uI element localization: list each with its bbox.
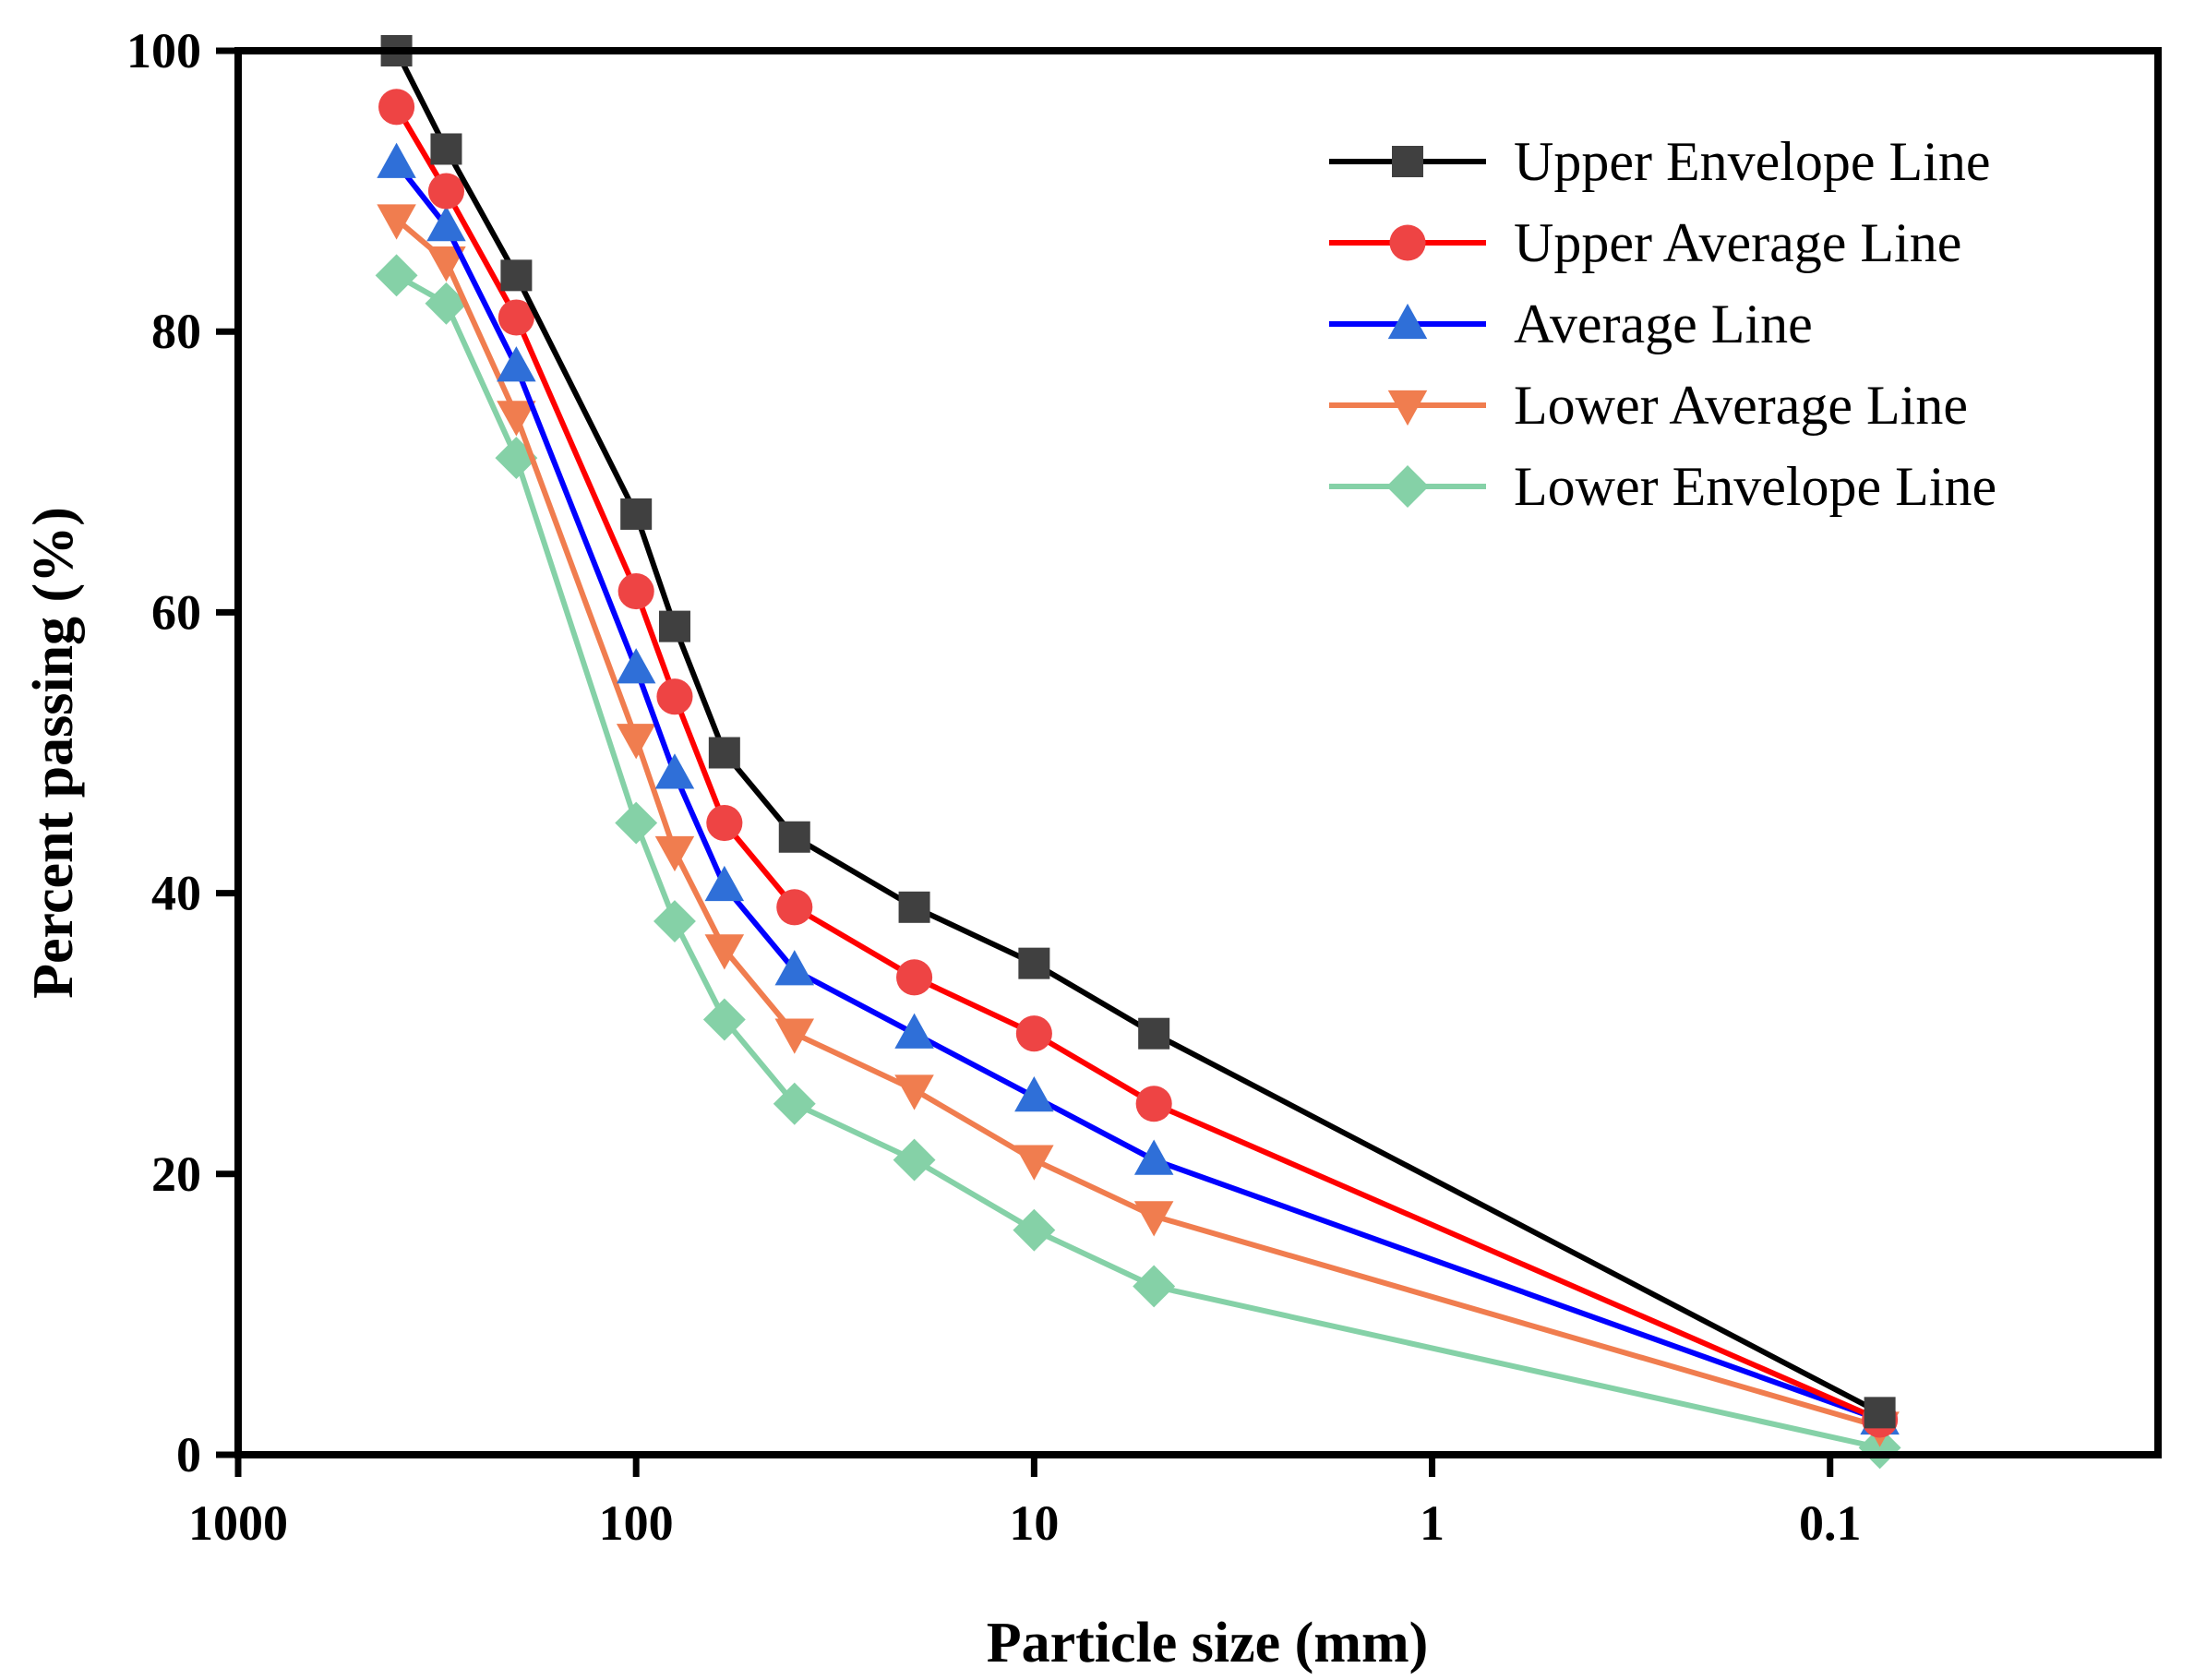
data-point <box>1014 1145 1054 1181</box>
data-point <box>774 1018 815 1054</box>
data-point <box>378 89 415 126</box>
data-point <box>427 173 465 210</box>
x-tick-label: 0.1 <box>1799 1495 1862 1551</box>
data-point <box>620 498 653 530</box>
x-tick-label: 100 <box>599 1495 674 1551</box>
legend-item: Upper Average Line <box>1329 212 1961 273</box>
data-point <box>1013 1208 1056 1252</box>
data-point <box>898 891 930 923</box>
data-point <box>500 259 533 292</box>
data-point <box>1864 1397 1896 1429</box>
legend-marker <box>1389 224 1426 261</box>
y-tick-label: 40 <box>151 866 201 921</box>
y-axis-title: Percent passing (%) <box>22 507 85 999</box>
data-point <box>497 401 536 437</box>
data-point <box>1135 1086 1172 1122</box>
data-point <box>704 865 745 902</box>
data-point <box>653 900 696 942</box>
legend-item: Upper Envelope Line <box>1329 131 1990 192</box>
x-axis-title: Particle size (mm) <box>987 1612 1429 1674</box>
data-point <box>430 133 462 165</box>
data-point <box>658 610 690 642</box>
data-point <box>776 889 813 926</box>
x-tick-label: 10 <box>1009 1495 1059 1551</box>
legend-marker <box>1392 146 1423 177</box>
legend-item: Average Line <box>1329 294 1813 354</box>
legend-label: Upper Average Line <box>1514 212 1961 273</box>
y-tick-label: 80 <box>151 304 201 359</box>
legend-label: Average Line <box>1514 294 1813 354</box>
axis-layer: 1000 100 10 1 0.1 0 20 40 60 80 100 <box>126 23 1861 1551</box>
data-point <box>426 246 466 282</box>
data-point <box>616 724 656 760</box>
data-point <box>1018 947 1050 979</box>
data-point <box>1133 1139 1174 1175</box>
legend: Upper Envelope Line Upper Average Line Ave… <box>1329 131 1996 517</box>
data-point <box>497 346 536 382</box>
data-point <box>778 821 810 853</box>
plot-frame <box>234 47 2162 1458</box>
data-point <box>702 998 746 1041</box>
data-point <box>894 1013 934 1049</box>
data-point <box>425 282 468 325</box>
data-point <box>1133 1201 1174 1237</box>
data-point <box>656 678 693 715</box>
data-point <box>704 934 745 970</box>
x-tick-label: 1000 <box>188 1495 288 1551</box>
data-point <box>377 204 416 240</box>
series-average-line <box>377 142 1900 1435</box>
legend-marker <box>1387 303 1428 340</box>
data-point <box>708 737 740 769</box>
data-point <box>375 254 418 297</box>
y-tick-label: 60 <box>151 584 201 640</box>
series-upper-average-line <box>378 89 1899 1438</box>
legend-marker <box>1387 390 1428 426</box>
data-point <box>706 805 743 842</box>
data-point <box>896 959 933 996</box>
data-point <box>773 1082 816 1125</box>
legend-label: Lower Envelope Line <box>1514 456 1996 517</box>
legend-label: Upper Envelope Line <box>1514 131 1990 192</box>
y-tick-label: 20 <box>151 1146 201 1202</box>
data-point <box>654 753 695 789</box>
data-point <box>426 206 466 242</box>
data-point <box>1133 1265 1176 1308</box>
x-tick-label: 1 <box>1420 1495 1445 1551</box>
data-point <box>893 1138 936 1182</box>
data-point <box>495 437 538 480</box>
y-tick-label: 100 <box>126 23 201 78</box>
legend-item: Lower Average Line <box>1329 375 1968 436</box>
data-point <box>617 573 654 610</box>
data-point <box>615 801 658 845</box>
series-line <box>395 272 1881 1451</box>
data-point <box>616 648 656 684</box>
legend-marker <box>1386 465 1429 508</box>
data-point <box>1014 1076 1054 1112</box>
data-point <box>498 299 534 336</box>
series-upper-envelope-line <box>380 35 1896 1429</box>
data-point <box>654 835 695 872</box>
data-point <box>1138 1017 1170 1050</box>
series-lower-envelope-line <box>375 254 1901 1470</box>
data-point <box>377 142 416 178</box>
data-point <box>1015 1015 1052 1052</box>
legend-item: Lower Envelope Line <box>1329 456 1996 517</box>
legend-label: Lower Average Line <box>1514 375 1968 436</box>
y-tick-label: 0 <box>176 1427 201 1482</box>
series-layer <box>375 35 1901 1470</box>
data-point <box>894 1074 934 1110</box>
data-point <box>774 950 815 986</box>
